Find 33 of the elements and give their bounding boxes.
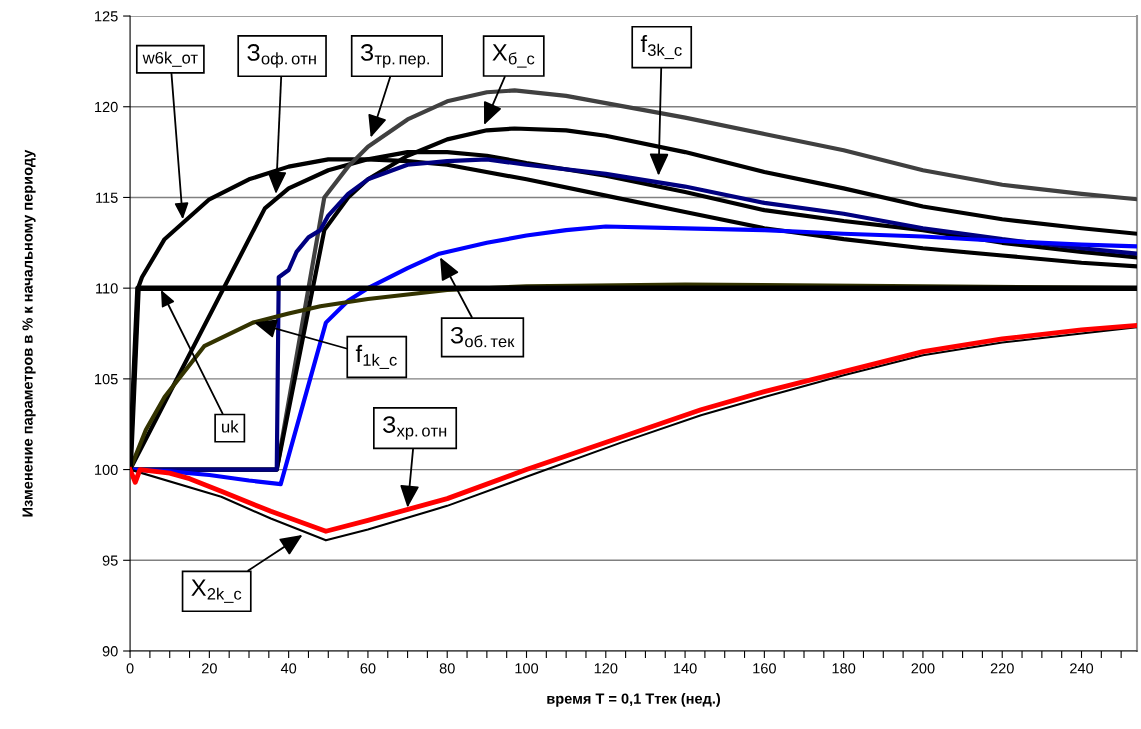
y-tick-label: 90 <box>102 646 118 657</box>
x-axis-title: время Т = 0,1 Ттек (нед.) <box>547 693 721 707</box>
annotation: uk <box>222 420 239 433</box>
x-tick-label: 80 <box>439 663 455 674</box>
x-tick-label: 100 <box>515 663 539 674</box>
x-tick-label: 60 <box>360 663 376 674</box>
annotation: f$_{1k_с}$ <box>355 344 397 369</box>
annotation: З$_{тр.пер.}$ <box>360 44 429 68</box>
annotation: З$_{оф.отн}$ <box>247 44 316 68</box>
annotation: w6k_от <box>142 51 198 67</box>
y-tick-label: 105 <box>95 373 118 385</box>
x-tick-label: 200 <box>911 663 935 674</box>
y-tick-label: 95 <box>102 555 118 566</box>
y-tick-label: 115 <box>96 192 118 203</box>
y-tick-label: 110 <box>96 283 118 294</box>
x-tick-label: 20 <box>201 663 217 674</box>
x-tick-label: 180 <box>832 663 856 674</box>
x-tick-label: 40 <box>280 663 297 674</box>
x-tick-label: 120 <box>594 663 618 674</box>
x-tick-label: 240 <box>1070 663 1094 674</box>
annotation: X$_{2k_с}$ <box>191 579 242 603</box>
y-tick-label: 120 <box>95 101 118 113</box>
y-axis-title: Изменение параметров в % к начальному периоду <box>22 149 36 517</box>
annotation: З$_{хр.отн}$ <box>382 416 447 440</box>
x-tick-label: 220 <box>990 663 1014 674</box>
annotation: X$_{б_с}$ <box>492 44 535 68</box>
x-tick-label: 0 <box>126 663 134 674</box>
y-tick-label: 125 <box>95 11 118 22</box>
annotation: З$_{об.тек}$ <box>450 326 515 348</box>
x-tick-label: 160 <box>753 663 776 674</box>
annotation: f$_{3k_с}$ <box>640 34 682 60</box>
x-tick-label: 140 <box>674 663 697 674</box>
y-tick-label: 100 <box>95 464 118 476</box>
